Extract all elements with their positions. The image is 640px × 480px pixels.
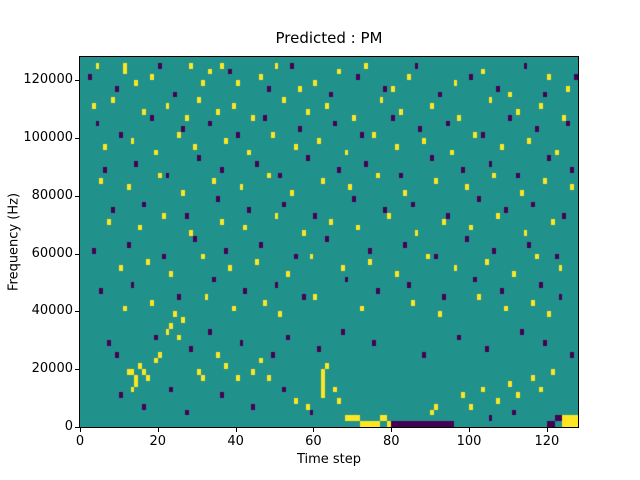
x-tick-mark: [546, 428, 548, 432]
y-tick-mark: [75, 137, 79, 139]
x-tick-label: 120: [534, 434, 560, 449]
x-tick-label: 60: [305, 434, 322, 449]
x-tick-label: 40: [227, 434, 244, 449]
y-tick-mark: [75, 427, 79, 428]
heatmap-canvas: [79, 56, 579, 428]
y-tick-label: 120000: [23, 72, 73, 88]
x-tick-label: 0: [75, 434, 85, 449]
x-tick-mark: [235, 428, 237, 432]
x-tick-mark: [80, 428, 81, 432]
y-tick-mark: [75, 195, 79, 197]
y-tick-mark: [75, 311, 79, 313]
y-tick-mark: [75, 369, 79, 371]
y-tick-label: 80000: [31, 187, 73, 203]
y-tick-mark: [75, 80, 79, 82]
x-axis-label: Time step: [296, 452, 362, 467]
y-tick-label: 40000: [31, 303, 73, 319]
x-tick-mark: [313, 428, 315, 432]
x-tick-mark: [469, 428, 471, 432]
y-tick-label: 0: [64, 419, 73, 434]
y-tick-label: 60000: [31, 245, 73, 261]
x-tick-mark: [391, 428, 393, 432]
chart-title: Predicted : PM: [275, 29, 383, 47]
x-tick-mark: [157, 428, 159, 432]
y-tick-mark: [75, 253, 79, 255]
x-tick-label: 80: [382, 434, 400, 449]
y-tick-label: 20000: [31, 361, 73, 377]
x-tick-label: 20: [149, 434, 167, 449]
y-axis-label: Frequency (Hz): [6, 192, 22, 292]
x-tick-label: 100: [456, 434, 482, 449]
y-tick-label: 100000: [23, 129, 73, 145]
